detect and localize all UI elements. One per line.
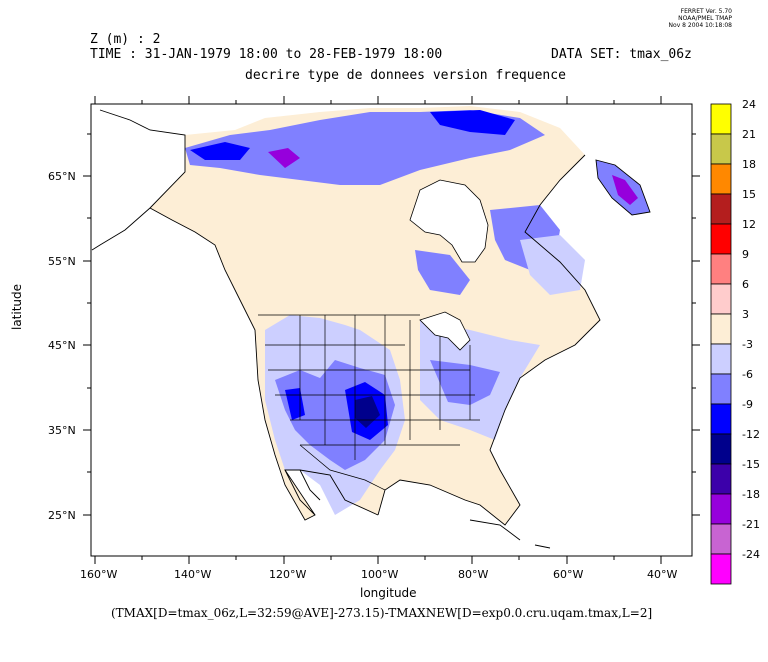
alaska-coast [91,109,186,251]
dataset-label: DATA SET: tmax_06z [551,47,692,62]
colorbar-swatch [710,463,732,495]
colorbar-swatch [710,403,732,435]
colorbar-swatch [710,223,732,255]
z-level-label: Z (m) : 2 [90,32,161,47]
lon-tick-label: 140°W [174,568,212,581]
greenland-core [612,175,638,205]
colorbar-swatch [710,193,732,225]
great-lakes [419,311,471,351]
colorbar-swatch [710,433,732,465]
colorbar [710,103,732,585]
colorbar-swatch [710,373,732,405]
colorbar-level-label: 12 [742,218,756,231]
colorbar-level-label: 24 [742,98,756,111]
colorbar-swatch [710,163,732,195]
tick-marks [83,96,700,564]
greenland-coast [595,159,651,216]
arctic-purple [268,148,300,168]
colorbar-swatch [710,103,732,135]
lat-tick-label: 55°N [48,255,76,268]
colorbar-level-label: -9 [742,398,753,411]
coastline-west [149,207,379,521]
lon-tick-label: 80°W [458,568,489,581]
cold-anomaly-arctic-core2 [430,110,515,135]
hudson-bay [409,179,489,263]
map-layer [91,106,651,549]
y-axis-label: latitude [10,283,24,330]
colorbar-level-label: -24 [742,548,760,561]
colorbar-level-label: 9 [742,248,749,261]
lon-tick-label: 120°W [269,568,307,581]
cold-anomaly-arctic [185,110,545,185]
cold-anomaly-arctic-core [190,142,250,160]
ontario-anomaly [415,250,470,295]
coastline-east [377,154,601,526]
colorbar-level-label: -12 [742,428,760,441]
colorbar-level-label: -18 [742,488,760,501]
colorbar-level-label: 18 [742,158,756,171]
plot-frame [90,103,693,557]
caribbean-islands [469,519,551,549]
colorbar-swatch [710,493,732,525]
stamp-line: FERRET Ver. 5.70 [680,8,732,15]
baja-coast [284,469,321,516]
labrador-anomaly [520,235,585,295]
lat-tick-label: 35°N [48,424,76,437]
colorbar-swatch [710,253,732,285]
plot-subtitle: decrire type de donnees version frequenc… [245,68,566,83]
plot-expression: (TMAX[D=tmax_06z,L=32:59@AVE]-273.15)-TM… [111,606,653,620]
mid-anomaly-east [430,360,500,405]
colorbar-swatch [710,313,732,345]
stamp-line: NOAA/PMEL TMAP [678,15,732,22]
lon-tick-label: 160°W [80,568,118,581]
colorbar-level-label: -15 [742,458,760,471]
colorbar-swatch [710,553,732,585]
colorbar-level-label: -3 [742,338,753,351]
colorbar-level-label: 15 [742,188,756,201]
lat-tick-label: 45°N [48,339,76,352]
colorbar-level-label: 6 [742,278,749,291]
lat-tick-label: 25°N [48,509,76,522]
colorbar-swatch [710,133,732,165]
ferret-stamp: FERRET Ver. 5.70 NOAA/PMEL TMAP Nov 8 20… [620,8,732,29]
colorbar-swatch [710,523,732,555]
lon-tick-label: 100°W [361,568,399,581]
lon-tick-label: 60°W [553,568,584,581]
time-range-label: TIME : 31-JAN-1979 18:00 to 28-FEB-1979 … [90,47,443,62]
lon-tick-label: 40°W [647,568,678,581]
colorbar-level-label: -6 [742,368,753,381]
x-axis-label: longitude [360,586,417,600]
colorbar-swatch [710,343,732,375]
colorbar-swatch [710,283,732,315]
colorbar-level-label: 21 [742,128,756,141]
colorbar-level-label: -21 [742,518,760,531]
political-borders [258,314,480,491]
colorbar-level-label: 3 [742,308,749,321]
lat-tick-label: 65°N [48,170,76,183]
stamp-line: Nov 8 2004 10:18:08 [668,22,732,29]
